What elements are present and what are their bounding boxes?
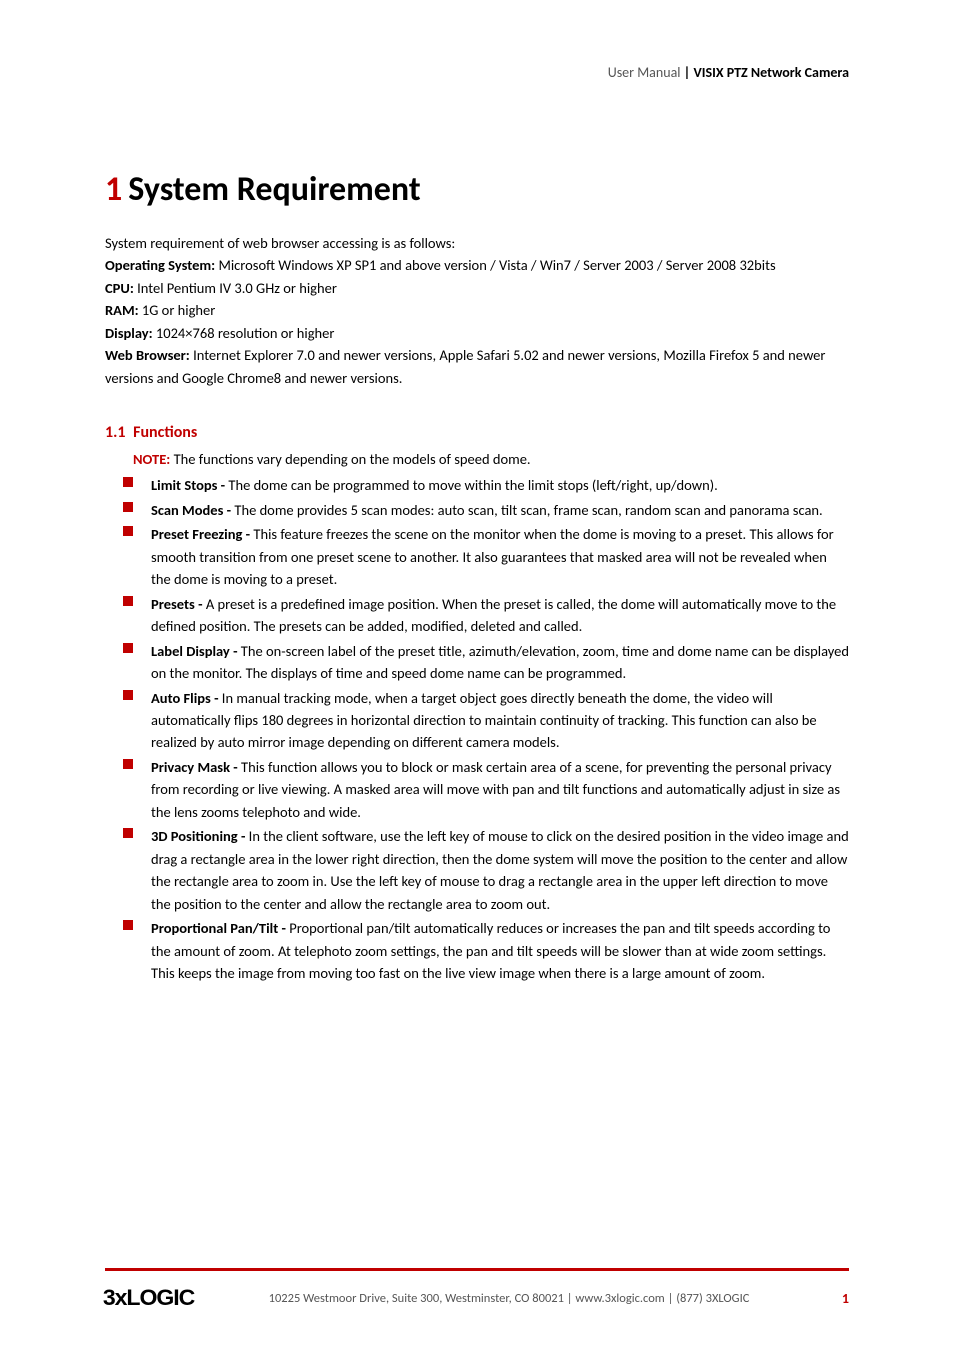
cpu-text: Intel Pentium IV 3.0 GHz or higher — [134, 279, 337, 297]
list-item: Proportional Pan/Tilt - Proportional pan… — [123, 917, 849, 984]
square-bullet-icon — [123, 920, 133, 930]
func-title: Privacy Mask - — [151, 758, 241, 776]
page-number: 1 — [842, 1290, 849, 1307]
footer-row: 3xLOGIC 10225 Westmoor Drive, Suite 300,… — [105, 1285, 849, 1311]
func-body: A preset is a predefined image position.… — [151, 595, 836, 635]
heading-2-number: 1.1 — [105, 423, 126, 442]
footer-address: 10225 Westmoor Drive, Suite 300, Westmin… — [269, 1291, 750, 1306]
heading-1-text: System Requirement — [128, 169, 420, 210]
func-title: Label Display - — [151, 642, 241, 660]
os-text: Microsoft Windows XP SP1 and above versi… — [215, 256, 775, 274]
square-bullet-icon — [123, 759, 133, 769]
func-body: In manual tracking mode, when a target o… — [151, 689, 817, 752]
func-body: This function allows you to block or mas… — [151, 758, 840, 821]
note-text: The functions vary depending on the mode… — [170, 450, 530, 468]
func-body: In the client software, use the left key… — [151, 827, 849, 912]
square-bullet-icon — [123, 828, 133, 838]
heading-1: 1System Requirement — [105, 169, 849, 210]
heading-2-text: Functions — [133, 423, 197, 442]
heading-1-number: 1 — [105, 169, 122, 210]
header-light-text: User Manual — [608, 64, 681, 81]
list-item: 3D Positioning - In the client software,… — [123, 825, 849, 915]
square-bullet-icon — [123, 690, 133, 700]
func-title: Scan Modes - — [151, 501, 234, 519]
intro-block: System requirement of web browser access… — [105, 232, 849, 389]
func-title: Limit Stops - — [151, 476, 228, 494]
square-bullet-icon — [123, 502, 133, 512]
list-item: Preset Freezing - This feature freezes t… — [123, 523, 849, 590]
func-title: Proportional Pan/Tilt - — [151, 919, 289, 937]
square-bullet-icon — [123, 477, 133, 487]
func-title: Preset Freezing - — [151, 525, 253, 543]
intro-lead: System requirement of web browser access… — [105, 232, 849, 254]
os-label: Operating System: — [105, 256, 215, 274]
footer-rule — [105, 1268, 849, 1271]
func-body: The dome can be programmed to move withi… — [228, 476, 717, 494]
ram-label: RAM: — [105, 301, 139, 319]
functions-list: Limit Stops - The dome can be programmed… — [105, 474, 849, 984]
func-body: This feature freezes the scene on the mo… — [151, 525, 834, 588]
list-item: Scan Modes - The dome provides 5 scan mo… — [123, 499, 849, 521]
list-item: Limit Stops - The dome can be programmed… — [123, 474, 849, 496]
logo-text: 3xLOGIC — [103, 1285, 194, 1311]
browser-label: Web Browser: — [105, 346, 190, 364]
list-item: Presets - A preset is a predefined image… — [123, 593, 849, 638]
square-bullet-icon — [123, 526, 133, 536]
square-bullet-icon — [123, 596, 133, 606]
func-body: The on-screen label of the preset title,… — [151, 642, 849, 682]
func-title: Auto Flips - — [151, 689, 222, 707]
display-text: 1024×768 resolution or higher — [153, 324, 335, 342]
display-label: Display: — [105, 324, 153, 342]
logo: 3xLOGIC — [105, 1285, 192, 1311]
header-bold-text: | VISIX PTZ Network Camera — [681, 64, 850, 81]
cpu-label: CPU: — [105, 279, 134, 297]
list-item: Label Display - The on-screen label of t… — [123, 640, 849, 685]
page-header: User Manual | VISIX PTZ Network Camera — [105, 64, 849, 81]
page-footer: 3xLOGIC 10225 Westmoor Drive, Suite 300,… — [105, 1268, 849, 1311]
ram-text: 1G or higher — [139, 301, 216, 319]
note-label: NOTE: — [133, 450, 170, 468]
func-body: The dome provides 5 scan modes: auto sca… — [234, 501, 822, 519]
func-title: 3D Positioning - — [151, 827, 249, 845]
heading-2: 1.1 Functions — [105, 423, 849, 442]
func-title: Presets - — [151, 595, 206, 613]
square-bullet-icon — [123, 643, 133, 653]
list-item: Auto Flips - In manual tracking mode, wh… — [123, 687, 849, 754]
browser-text: Internet Explorer 7.0 and newer versions… — [105, 346, 825, 386]
note-line: NOTE: The functions vary depending on th… — [133, 450, 849, 468]
list-item: Privacy Mask - This function allows you … — [123, 756, 849, 823]
